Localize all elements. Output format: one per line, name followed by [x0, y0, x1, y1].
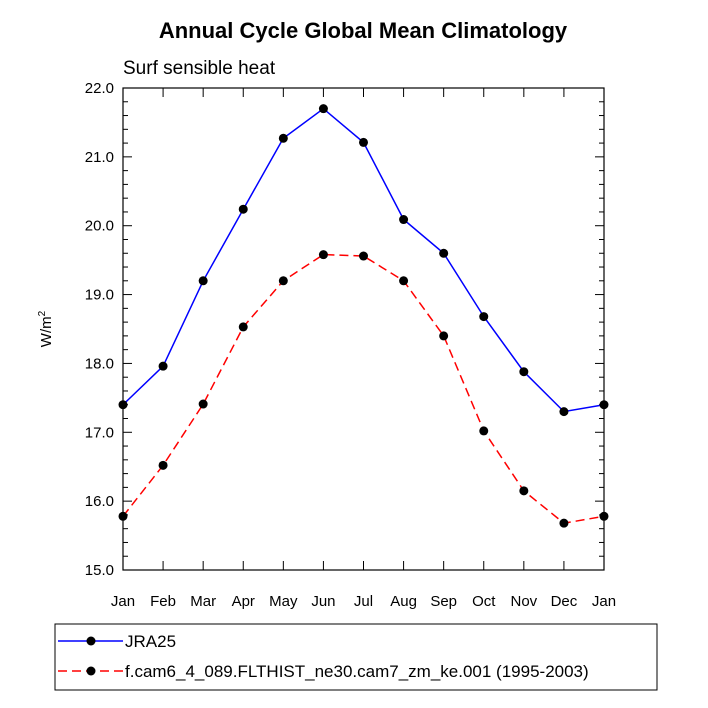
x-tick-label: Jan	[592, 593, 616, 610]
x-tick-label: Dec	[551, 593, 578, 610]
series-1-point	[399, 276, 409, 286]
legend-box	[54, 623, 658, 691]
y-tick-label: 18.0	[85, 355, 114, 372]
series-1-point	[439, 331, 449, 341]
series-0-point	[278, 133, 288, 143]
series-0-point	[359, 137, 368, 147]
series-1-point	[238, 322, 248, 332]
y-tick-label: 16.0	[85, 493, 114, 510]
y-tick-label: 17.0	[85, 424, 114, 441]
series-0-point	[118, 400, 128, 410]
chart-subtitle: Surf sensible heat	[123, 58, 276, 79]
series-1-point	[559, 518, 569, 528]
x-tick-label: Nov	[510, 593, 537, 610]
series-1-point	[158, 460, 168, 470]
series-0-point	[519, 367, 529, 377]
series-1-point	[599, 511, 609, 521]
series-0-point	[439, 248, 449, 258]
y-tick-label: 20.0	[85, 218, 114, 235]
series-1-point	[519, 486, 529, 496]
legend-label-1: f.cam6_4_089.FLTHIST_ne30.cam7_zm_ke.001…	[125, 662, 589, 681]
series-1-point	[359, 251, 368, 261]
x-tick-label: Mar	[190, 593, 216, 610]
legend: JRA25 f.cam6_4_089.FLTHIST_ne30.cam7_zm_k…	[54, 623, 658, 691]
series-0-point	[479, 312, 489, 322]
series-1-point	[318, 250, 328, 260]
series-1-point	[479, 426, 489, 436]
y-tick-label: 21.0	[85, 149, 114, 166]
series-line-1	[122, 253, 605, 524]
series-0-point	[559, 407, 569, 417]
y-tick-label: 22.0	[85, 80, 114, 97]
series-0-point	[318, 104, 328, 114]
y-tick-label: 19.0	[85, 287, 114, 304]
y-axis-label: W/m2	[37, 310, 55, 347]
plot-area: 15.0 16.0 17.0 18.0 19.0 20.0 21.0 22.0 Jan Feb Ma…	[85, 80, 616, 610]
legend-marker-1	[86, 666, 96, 676]
y-tick-label: 15.0	[85, 562, 114, 579]
chart-title: Annual Cycle Global Mean Climatology	[159, 18, 568, 43]
legend-label-0: JRA25	[125, 632, 176, 651]
x-tick-label: May	[269, 593, 298, 610]
series-0-point	[399, 215, 409, 225]
x-tick-label: Jan	[111, 593, 135, 610]
series-1-point	[198, 399, 208, 409]
x-tick-label: Jun	[311, 593, 335, 610]
x-tick-label: Apr	[232, 593, 255, 610]
series-1-point	[278, 276, 288, 286]
series-0-point	[238, 204, 248, 214]
x-tick-label: Oct	[472, 593, 496, 610]
x-tick-label: Sep	[430, 593, 457, 610]
x-tick-label: Jul	[354, 593, 373, 610]
x-tick-label: Aug	[390, 593, 417, 610]
series-0-point	[599, 400, 609, 410]
series-1-point	[118, 511, 128, 521]
x-tick-label: Feb	[150, 593, 176, 610]
series-0-point	[158, 361, 168, 371]
legend-marker-0	[86, 636, 96, 646]
series-0-point	[198, 276, 208, 286]
